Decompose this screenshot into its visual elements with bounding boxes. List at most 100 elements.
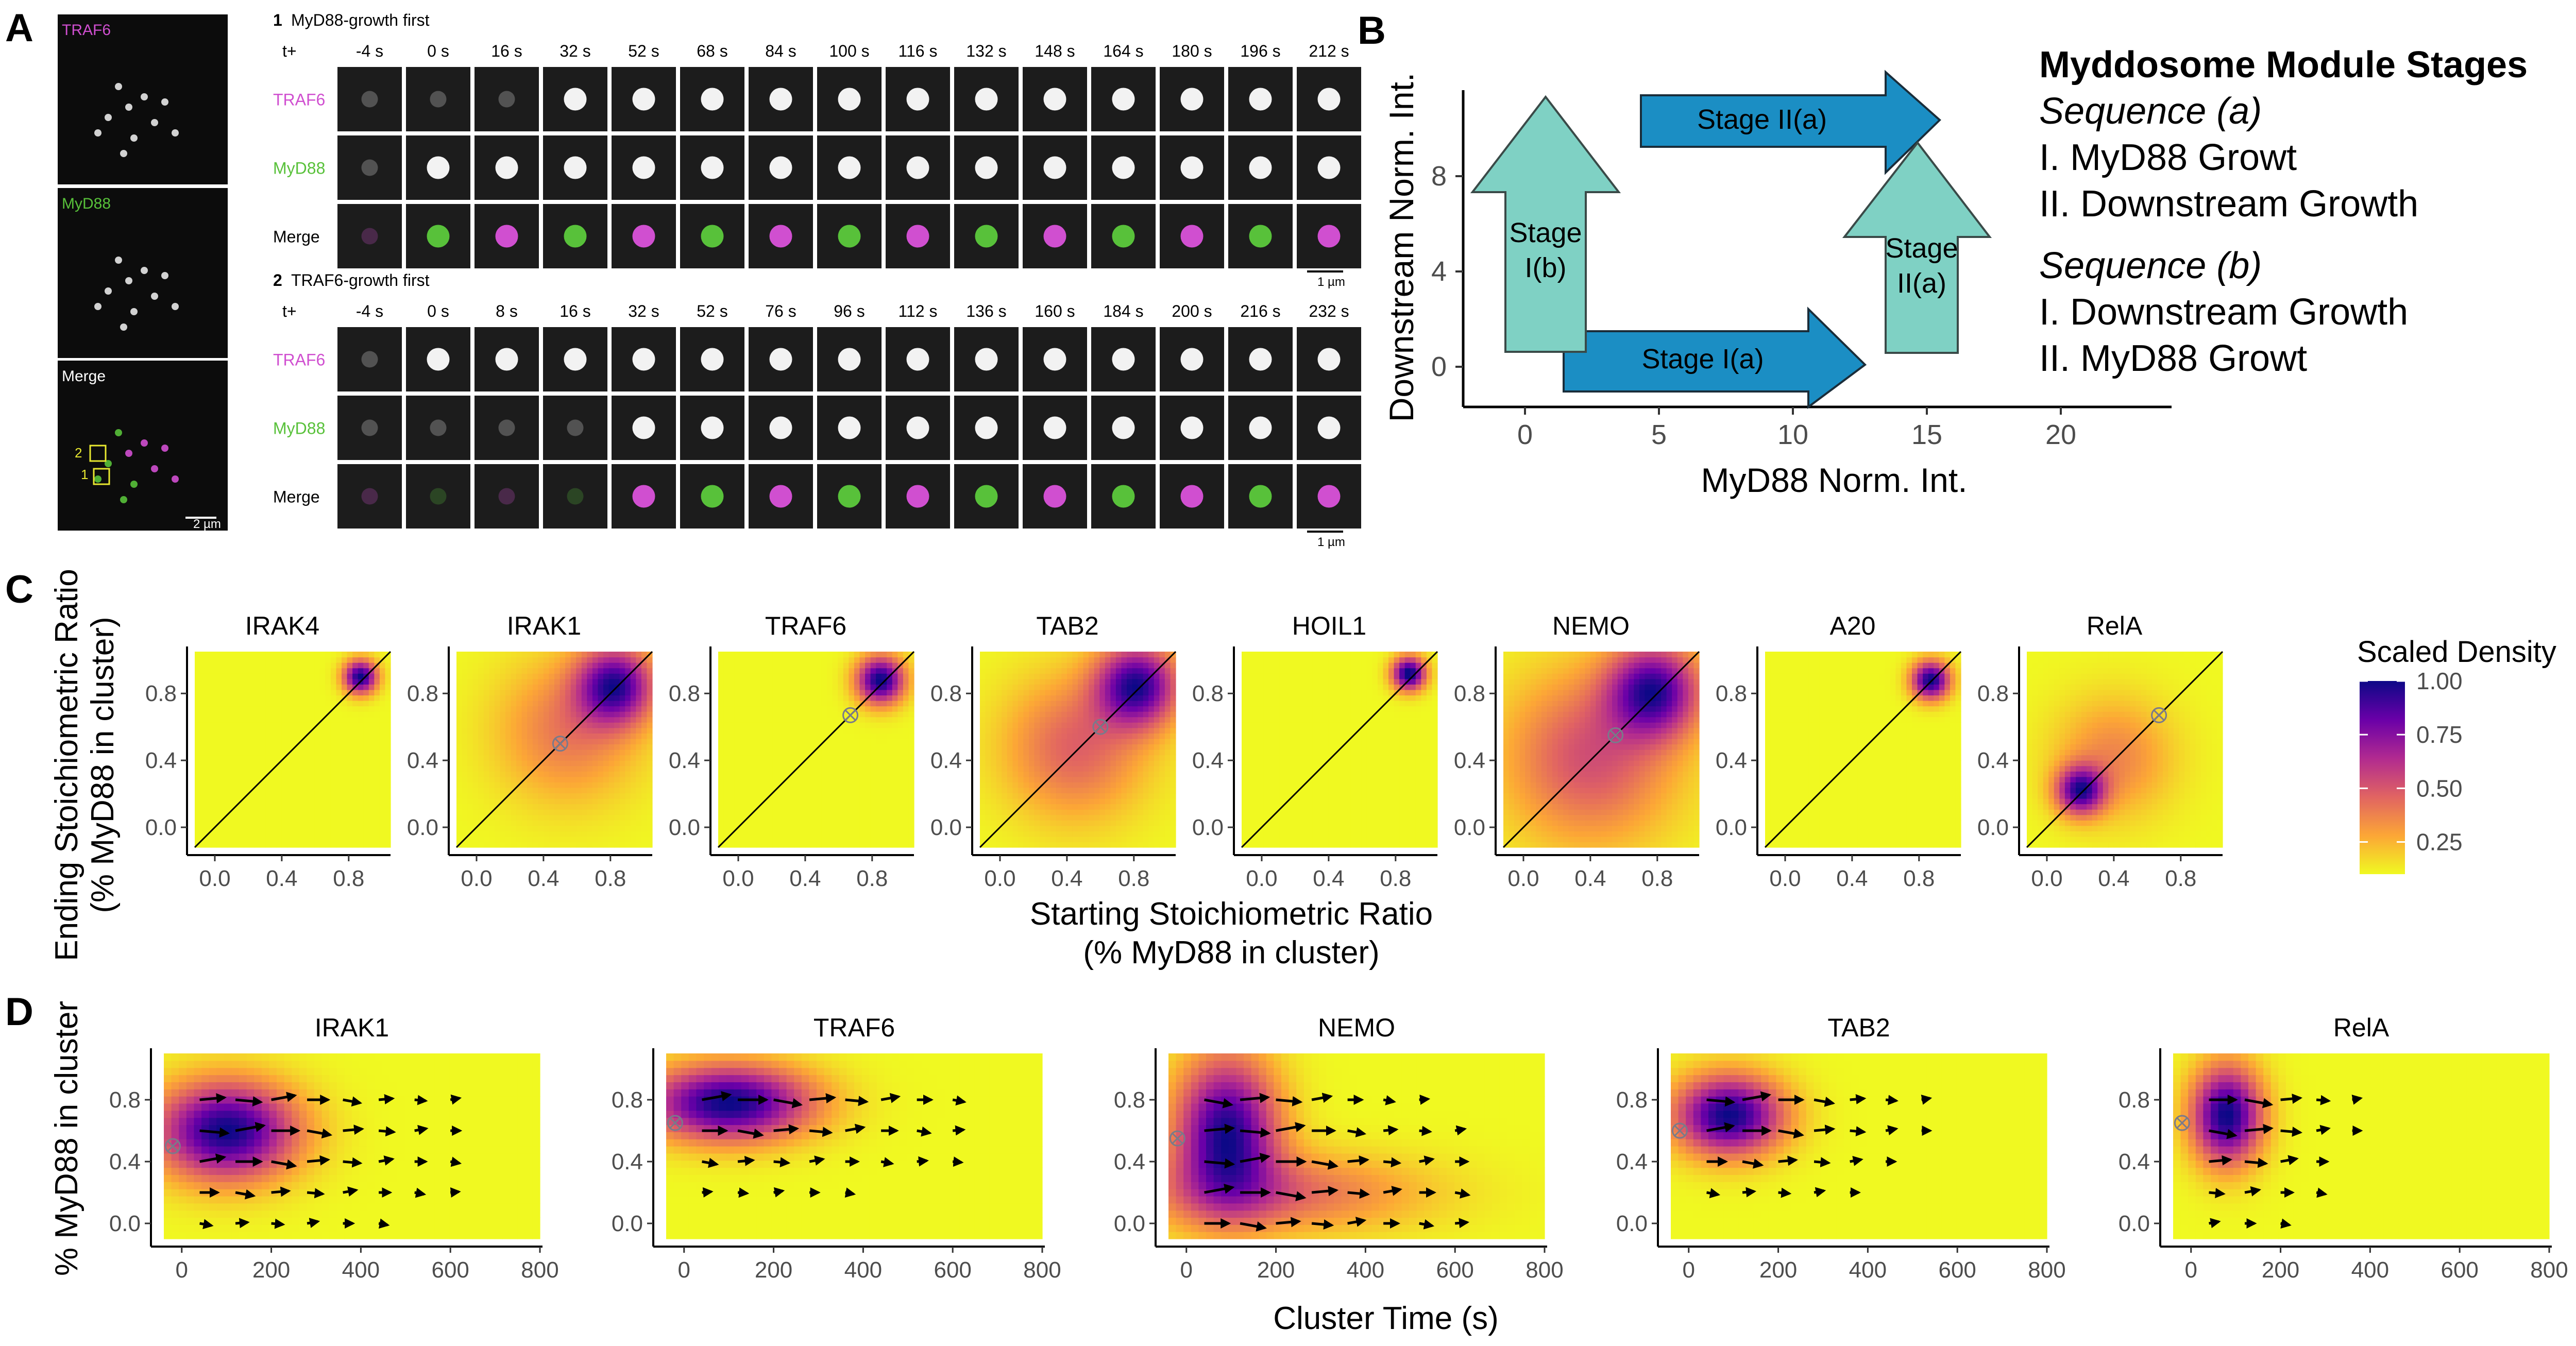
density-cell xyxy=(1132,744,1138,749)
density-cell xyxy=(576,739,582,744)
density-cell xyxy=(614,690,620,695)
density-cell xyxy=(849,652,854,657)
density-cell xyxy=(456,690,462,695)
density-cell xyxy=(897,717,903,723)
density-cell xyxy=(211,684,217,690)
density-cell xyxy=(282,788,287,793)
density-cell xyxy=(500,728,505,734)
density-cell xyxy=(592,793,598,798)
density-cell xyxy=(565,722,571,728)
density-cell xyxy=(636,760,641,766)
density-cell xyxy=(505,777,511,782)
density-cell xyxy=(631,798,636,804)
density-cell xyxy=(871,837,876,842)
density-cell xyxy=(647,804,652,810)
density-cell xyxy=(260,684,266,690)
density-cell xyxy=(1061,831,1067,837)
density-cell xyxy=(1018,777,1024,782)
density-cell xyxy=(462,739,468,744)
density-cell xyxy=(222,826,228,831)
density-cell xyxy=(620,690,625,695)
density-cell xyxy=(195,782,200,788)
overview-spot xyxy=(172,129,179,137)
density-cell xyxy=(538,749,544,755)
density-cell xyxy=(784,657,789,663)
density-cell xyxy=(805,804,811,810)
density-cell xyxy=(587,782,592,788)
density-cell xyxy=(838,728,843,734)
density-cell xyxy=(854,652,860,657)
density-cell xyxy=(233,815,239,821)
density-cell xyxy=(598,679,603,685)
density-cell xyxy=(859,777,865,782)
density-cell xyxy=(647,755,652,761)
density-cell xyxy=(571,826,577,831)
density-cell xyxy=(352,842,358,847)
density-cell xyxy=(380,782,385,788)
density-cell xyxy=(1007,809,1013,815)
density-cell xyxy=(865,652,871,657)
density-cell xyxy=(342,755,347,761)
density-cell xyxy=(314,760,320,766)
density-cell xyxy=(211,815,217,821)
density-cell xyxy=(625,815,631,821)
density-cell xyxy=(538,673,544,679)
density-cell xyxy=(598,652,603,657)
density-cell xyxy=(631,793,636,798)
density-cell xyxy=(276,831,282,837)
density-cell xyxy=(1056,815,1062,821)
density-cell xyxy=(805,788,811,793)
density-cell xyxy=(206,673,211,679)
density-cell xyxy=(625,842,631,847)
density-cell xyxy=(331,733,336,739)
density-cell xyxy=(549,695,554,701)
density-cell xyxy=(800,826,805,831)
density-cell xyxy=(761,804,767,810)
density-cell xyxy=(882,662,887,668)
density-cell xyxy=(587,777,592,782)
density-cell xyxy=(473,679,479,685)
density-cell xyxy=(773,793,778,798)
density-cell xyxy=(538,701,544,706)
density-cell xyxy=(380,771,385,777)
density-cell xyxy=(200,668,206,674)
density-cell xyxy=(380,695,385,701)
density-cell xyxy=(298,657,304,663)
density-cell xyxy=(363,684,369,690)
density-cell xyxy=(282,766,287,772)
density-cell xyxy=(892,798,898,804)
density-cell xyxy=(374,706,380,712)
density-cell xyxy=(495,711,500,717)
density-cell xyxy=(778,690,784,695)
density-cell xyxy=(773,782,778,788)
density-cell xyxy=(789,804,794,810)
density-cell xyxy=(996,782,1002,788)
density-cell xyxy=(892,657,898,663)
density-cell xyxy=(554,722,560,728)
density-cell xyxy=(631,760,636,766)
density-cell xyxy=(903,777,909,782)
density-cell xyxy=(336,804,342,810)
density-cell xyxy=(1110,798,1116,804)
density-cell xyxy=(735,652,740,657)
density-cell xyxy=(1012,777,1018,782)
density-cell xyxy=(565,662,571,668)
density-cell xyxy=(495,717,500,723)
density-cell xyxy=(467,788,473,793)
density-cell xyxy=(761,842,767,847)
density-cell xyxy=(582,668,587,674)
density-cell xyxy=(609,777,615,782)
density-cell xyxy=(473,755,479,761)
density-cell xyxy=(810,706,816,712)
density-cell xyxy=(374,766,380,772)
density-cell xyxy=(1018,826,1024,831)
time-label: 16 s xyxy=(560,302,590,320)
density-cell xyxy=(385,766,391,772)
density-cell xyxy=(1159,777,1165,782)
density-cell xyxy=(805,706,811,712)
density-cell xyxy=(751,798,756,804)
density-cell xyxy=(554,815,560,821)
density-cell xyxy=(1148,749,1154,755)
density-cell xyxy=(1138,809,1143,815)
density-cell xyxy=(478,717,484,723)
